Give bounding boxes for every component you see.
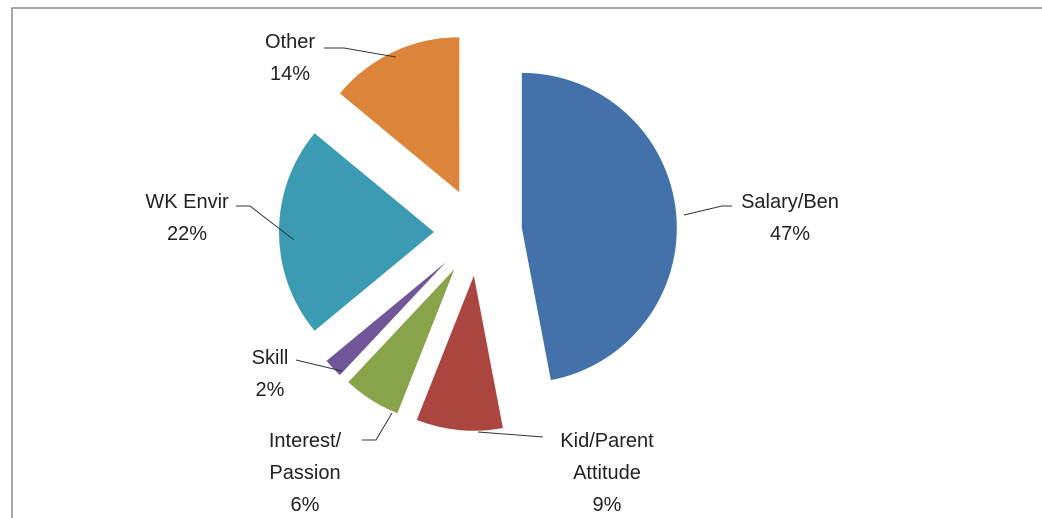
- leader-line: [362, 412, 393, 441]
- slice-label: Interest/ Passion 6%: [269, 425, 341, 518]
- slice-label: WK Envir 22%: [145, 186, 228, 250]
- slice-label: Other 14%: [265, 26, 315, 90]
- category-label: Salary/Ben: [741, 191, 839, 213]
- value-label: 6%: [290, 494, 320, 516]
- value-label: 9%: [592, 494, 622, 516]
- leader-line: [295, 359, 343, 372]
- value-label: 22%: [166, 223, 208, 245]
- category-label: WK Envir: [145, 191, 229, 213]
- pie-slice: [326, 262, 446, 376]
- pie-slice: [339, 37, 460, 193]
- value-label: 47%: [769, 223, 811, 245]
- value-label: 2%: [255, 379, 285, 401]
- chart-frame: [11, 7, 1042, 518]
- category-label: Skill: [251, 347, 289, 369]
- pie-slice: [348, 269, 455, 414]
- pie-slice: [521, 72, 677, 381]
- pie-slice: [278, 133, 434, 331]
- leader-line: [324, 47, 397, 58]
- category-label: Kid/Parent Attitude: [560, 430, 654, 484]
- slice-label: Salary/Ben 47%: [741, 186, 839, 250]
- leader-line: [477, 431, 544, 438]
- slice-label: Skill 2%: [252, 342, 289, 406]
- category-label: Interest/ Passion: [268, 430, 342, 484]
- pie-slice: [416, 275, 503, 431]
- value-label: 14%: [269, 63, 311, 85]
- category-label: Other: [264, 31, 316, 53]
- leader-line: [683, 205, 732, 216]
- leader-line: [236, 205, 295, 241]
- slice-label: Kid/Parent Attitude 9%: [560, 425, 653, 518]
